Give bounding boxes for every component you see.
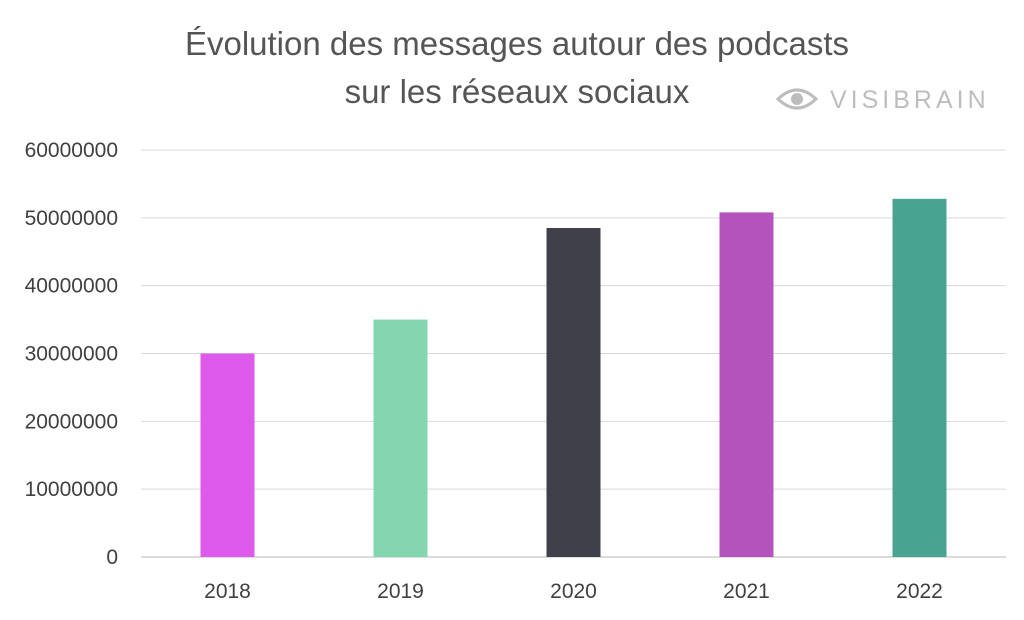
x-tick-label: 2019 [377, 580, 424, 603]
visibrain-logo: VISIBRAIN [775, 86, 990, 114]
y-tick-label: 60000000 [25, 139, 118, 162]
chart-title: Évolution des messages autour des podcas… [185, 25, 849, 110]
x-tick-label: 2020 [550, 580, 597, 603]
brand-name: VISIBRAIN [830, 86, 990, 114]
bar-2019 [373, 319, 428, 557]
x-tick-label: 2018 [204, 580, 251, 603]
y-tick-label: 30000000 [25, 343, 118, 366]
chart-title-line-2: sur les réseaux sociaux [345, 73, 690, 110]
x-axis-tick-labels: 2018 2019 2020 2021 2022 [204, 580, 943, 603]
x-tick-label: 2021 [723, 580, 770, 603]
bar-2018 [200, 353, 255, 557]
bar-2021 [719, 212, 774, 557]
x-tick-label: 2022 [896, 580, 943, 603]
eye-icon [775, 88, 819, 110]
y-tick-label: 20000000 [25, 410, 118, 433]
y-tick-label: 50000000 [25, 207, 118, 230]
y-tick-label: 10000000 [25, 478, 118, 501]
y-axis-tick-labels: 0 10000000 20000000 30000000 40000000 5000000… [25, 139, 118, 569]
chart-title-line-1: Évolution des messages autour des podcas… [185, 25, 849, 62]
y-tick-label: 0 [106, 546, 118, 569]
bar-2022 [892, 198, 947, 557]
y-tick-label: 40000000 [25, 275, 118, 298]
bars [200, 198, 947, 557]
bar-2020 [546, 228, 601, 557]
